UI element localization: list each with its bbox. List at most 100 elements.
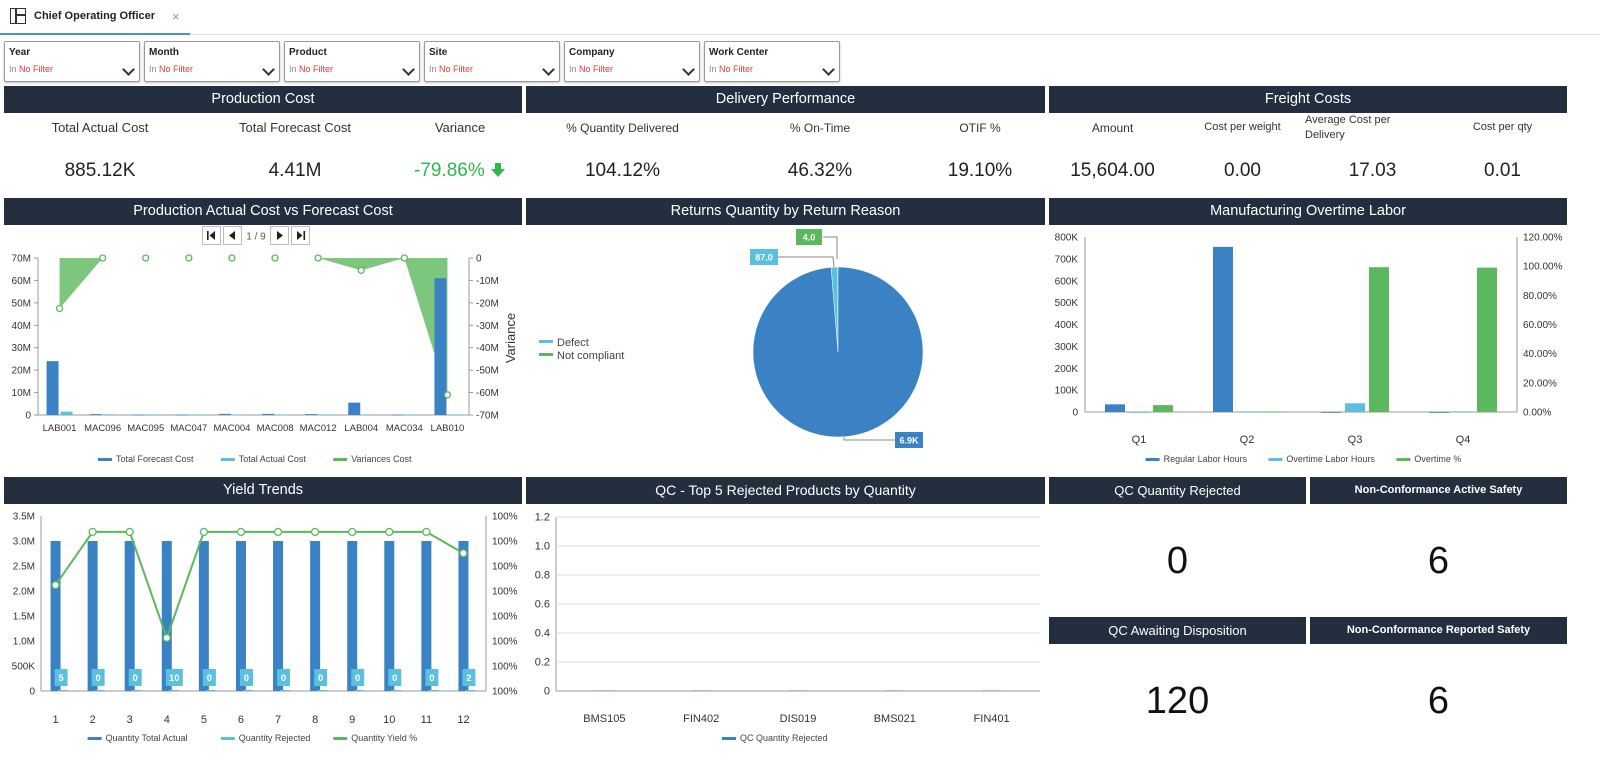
filter-value-text: No Filter [439, 64, 474, 74]
legend-label: Variances Cost [351, 454, 412, 464]
x-tick-label: MAC096 [84, 423, 121, 434]
forecast-bar [348, 402, 361, 415]
qc-rejected-chart: 0 0.2 0.4 0.6 0.8 1.0 1.2 BMS105 FIN402 DIS019 BMS… [535, 512, 1040, 743]
legend-label: Quantity Yield % [351, 733, 417, 743]
filter-year[interactable]: Year In No Filter [4, 41, 140, 82]
qc-rejected-bar [884, 690, 905, 691]
y-tick-label: 800K [1055, 233, 1079, 244]
x-tick-label: Q3 [1348, 434, 1363, 446]
previous-page-button[interactable] [223, 226, 242, 245]
first-page-button[interactable] [202, 226, 221, 245]
chevron-down-icon[interactable] [822, 63, 835, 76]
pie-data-label: 87.0 [755, 253, 773, 263]
pie-data-label: 6.9K [899, 436, 919, 446]
filter-in-text: In [709, 64, 717, 74]
production-chart-header: Production Actual Cost vs Forecast Cost [4, 198, 522, 225]
last-page-button[interactable] [291, 226, 310, 245]
y-tick-label: 3.0M [13, 537, 35, 548]
x-tick-label: 8 [312, 714, 318, 726]
regular-hours-bar [1213, 246, 1233, 412]
overtime-hours-bar [1129, 412, 1149, 413]
y-tick-label: 70M [12, 254, 31, 265]
quantity-actual-bar [198, 541, 209, 691]
y-tick-label: 300K [1055, 342, 1079, 353]
y2-tick-label: 100% [492, 637, 518, 648]
legend-swatch [539, 340, 553, 343]
variance-value: -79.86% [398, 160, 522, 182]
freight-costs-header: Freight Costs [1049, 86, 1567, 113]
nc-reported-safety-value: 6 [1427, 680, 1450, 722]
y2-tick-label: 0 [476, 254, 482, 265]
quantity-actual-bar [310, 541, 321, 691]
filter-site[interactable]: Site In No Filter [424, 41, 560, 82]
variance-point [142, 254, 150, 262]
filter-product[interactable]: Product In No Filter [284, 41, 420, 82]
actual-bar [60, 411, 73, 415]
x-tick-label: FIN401 [974, 713, 1010, 725]
chevron-down-icon[interactable] [682, 63, 695, 76]
yield-point [273, 527, 283, 537]
rejected-data-label: 5 [58, 673, 64, 684]
filter-company[interactable]: Company In No Filter [564, 41, 700, 82]
production-cost-chart: 0 10M 20M 30M 40M 50M 60M 70M 0 -10M -20M -30M -40M -… [12, 254, 518, 465]
cost-per-weight-value: 0.00 [1224, 160, 1261, 181]
regular-hours-bar [1429, 412, 1449, 413]
cost-per-qty-label: Cost per qty [1472, 121, 1533, 133]
legend-swatch [333, 458, 348, 461]
chevron-down-icon[interactable] [262, 63, 275, 76]
tab-chief-operating-officer[interactable]: Chief Operating Officer × [0, 0, 190, 35]
rejected-label-box [91, 669, 105, 686]
chevron-down-icon[interactable] [402, 63, 415, 76]
variance-point [443, 391, 452, 399]
filter-month[interactable]: Month In No Filter [144, 41, 280, 82]
chevron-down-icon[interactable] [122, 63, 135, 76]
filter-value: In No Filter [149, 64, 193, 74]
rejected-data-label: 0 [281, 673, 286, 684]
on-time-label: % On-Time [789, 121, 851, 135]
legend-label: Quantity Rejected [239, 733, 311, 743]
legend-swatch [722, 737, 736, 740]
next-page-button[interactable] [270, 226, 289, 245]
qc-awaiting-disposition-value: 120 [1145, 680, 1210, 722]
x-tick-label: 1 [52, 714, 58, 726]
legend-swatch [98, 458, 112, 461]
y-tick-label: 0.6 [535, 599, 550, 611]
rejected-data-label: 0 [355, 673, 360, 684]
legend-label: Regular Labor Hours [1164, 454, 1248, 464]
y-tick-label: 20M [12, 366, 31, 377]
legend-label: Not compliant [557, 350, 624, 362]
rejected-data-label: 0 [207, 673, 212, 684]
y2-tick-label: -30M [476, 321, 499, 332]
variance-point [357, 266, 365, 274]
y-tick-label: 1.5M [13, 612, 35, 623]
yield-point [51, 580, 60, 590]
close-icon[interactable]: × [172, 9, 180, 24]
filter-work-center[interactable]: Work Center In No Filter [704, 41, 840, 82]
forecast-bar [391, 414, 404, 416]
filter-in-text: In [149, 64, 157, 74]
actual-bar [405, 414, 418, 416]
quantity-rejected-bar [242, 690, 253, 691]
y2-tick-label: 100% [492, 512, 518, 523]
filter-value-text: No Filter [159, 64, 194, 74]
chevron-down-icon[interactable] [542, 63, 555, 76]
filter-label: Month [149, 47, 179, 58]
forecast-bar [218, 413, 231, 415]
overtime-pct-bar [1153, 405, 1173, 412]
pie-slice [752, 266, 924, 438]
yield-point [88, 527, 97, 537]
y-tick-label: 400K [1055, 320, 1079, 331]
y2-tick-label: 0.00% [1523, 408, 1551, 419]
pager-controls: 1 / 9 [202, 226, 310, 245]
rejected-label-box [462, 669, 476, 686]
yield-point [422, 527, 431, 537]
x-tick-label: 4 [164, 714, 170, 726]
y2-tick-label: -50M [476, 366, 499, 377]
quantity-actual-bar [458, 541, 469, 691]
qc-rejected-bar [981, 690, 1002, 691]
legend-swatch [1145, 458, 1160, 461]
yield-point [199, 527, 209, 537]
x-tick-label: MAC047 [170, 423, 207, 434]
y2-axis-title: Variance [503, 313, 518, 363]
y2-tick-label: 60.00% [1523, 320, 1557, 331]
